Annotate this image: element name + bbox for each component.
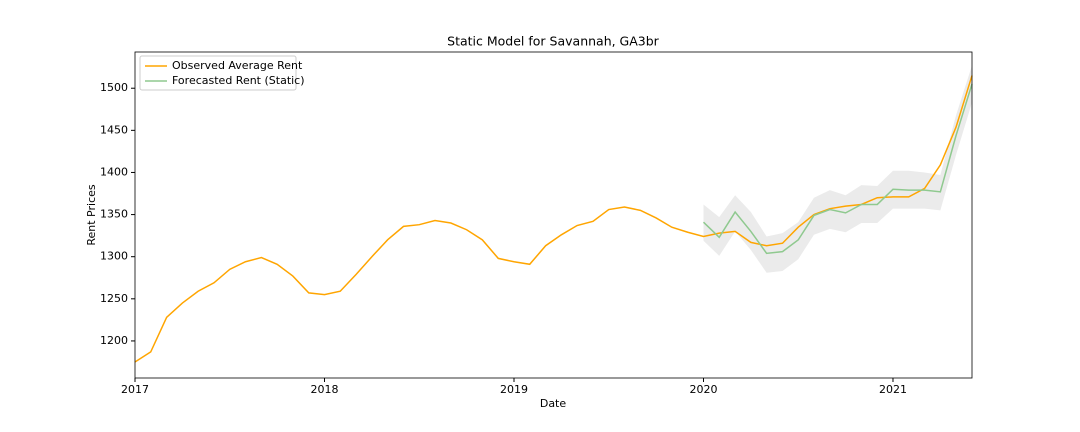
y-tick-label: 1500 bbox=[100, 81, 128, 94]
y-tick-label: 1250 bbox=[100, 292, 128, 305]
y-tick-label: 1350 bbox=[100, 208, 128, 221]
x-tick-label: 2019 bbox=[500, 383, 528, 396]
chart-title: Static Model for Savannah, GA3br bbox=[447, 34, 660, 49]
y-tick-label: 1400 bbox=[100, 165, 128, 178]
plot-frame bbox=[134, 51, 973, 379]
y-axis-label: Rent Prices bbox=[85, 184, 98, 246]
x-tick-label: 2017 bbox=[121, 383, 149, 396]
y-tick-label: 1300 bbox=[100, 250, 128, 263]
series-line bbox=[702, 83, 973, 255]
x-axis-label: Date bbox=[540, 397, 567, 410]
y-tick-label: 1450 bbox=[100, 123, 128, 136]
x-tick-label: 2018 bbox=[310, 383, 338, 396]
x-tick-label: 2021 bbox=[879, 383, 907, 396]
confidence-band bbox=[703, 65, 972, 273]
x-tick-label: 2020 bbox=[689, 383, 717, 396]
legend-label: Forecasted Rent (Static) bbox=[172, 74, 305, 87]
series-line bbox=[134, 75, 973, 363]
legend-box bbox=[139, 55, 297, 91]
y-tick-label: 1200 bbox=[100, 334, 128, 347]
legend-label: Observed Average Rent bbox=[172, 59, 303, 72]
